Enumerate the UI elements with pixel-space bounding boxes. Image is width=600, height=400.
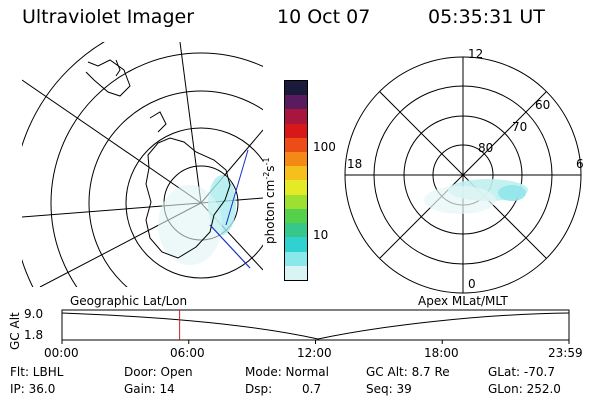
- colorbar-segment: [285, 180, 307, 195]
- time-label: 05:35:31 UT: [428, 6, 545, 28]
- colorbar: [284, 80, 308, 281]
- colorbar-segment: [285, 95, 307, 110]
- geographic-caption: Geographic Lat/Lon: [70, 294, 188, 308]
- y-tick-9: 9.0: [24, 307, 44, 321]
- x-tick-1200: 12:00: [297, 346, 332, 360]
- colorbar-segment: [285, 137, 307, 153]
- status-glon: GLon: 252.0: [488, 382, 561, 396]
- timeline-plot: [61, 309, 570, 341]
- polar-grid: [344, 56, 582, 294]
- mlt-label-6: 6: [576, 157, 584, 171]
- colorbar-segment: [285, 80, 307, 96]
- mlt-label-18: 18: [347, 157, 363, 171]
- status-flt: Flt: LBHL: [10, 365, 64, 379]
- colorbar-segment: [285, 265, 307, 280]
- instrument-title: Ultraviolet Imager: [22, 6, 195, 28]
- x-tick-2359: 23:59: [548, 346, 583, 360]
- status-dsp-value: 0.7: [302, 382, 322, 396]
- colorbar-segment: [285, 223, 307, 238]
- mlt-label-12: 12: [468, 47, 484, 61]
- status-gc-alt: GC Alt: 8.7 Re: [366, 365, 450, 379]
- status-ip: IP: 36.0: [10, 382, 56, 396]
- status-gain: Gain: 14: [124, 382, 175, 396]
- x-tick-0000: 00:00: [44, 346, 79, 360]
- y-tick-1-8: 1.8: [24, 328, 44, 342]
- lat-label-80: 80: [478, 141, 494, 155]
- colorbar-segment: [285, 123, 307, 138]
- status-seq: Seq: 39: [366, 382, 412, 396]
- lat-label-70: 70: [512, 120, 528, 134]
- colorbar-segment: [285, 109, 307, 124]
- colorbar-segment: [285, 251, 307, 266]
- colorbar-segment: [285, 152, 307, 167]
- x-tick-0600: 06:00: [170, 346, 205, 360]
- timeline-y-label: GC Alt: [8, 312, 22, 350]
- colorbar-segment: [285, 237, 307, 252]
- date-label: 10 Oct 07: [277, 6, 371, 28]
- x-tick-1800: 18:00: [424, 346, 459, 360]
- status-dsp: Dsp:: [245, 382, 273, 396]
- status-mode: Mode: Normal: [245, 365, 329, 379]
- colorbar-segment: [285, 208, 307, 224]
- colorbar-unit-label: photon cm-2s-1: [262, 157, 277, 244]
- status-door: Door: Open: [124, 365, 193, 379]
- colorbar-segment: [285, 166, 307, 181]
- colorbar-tick-10: 10: [313, 228, 329, 242]
- colorbar-segment: [285, 194, 307, 209]
- mlt-label-0: 0: [468, 277, 476, 291]
- colorbar-tick-100: 100: [313, 140, 336, 154]
- apex-caption: Apex MLat/MLT: [418, 294, 508, 308]
- status-glat: GLat: -70.7: [488, 365, 555, 379]
- lat-label-60: 60: [535, 98, 551, 112]
